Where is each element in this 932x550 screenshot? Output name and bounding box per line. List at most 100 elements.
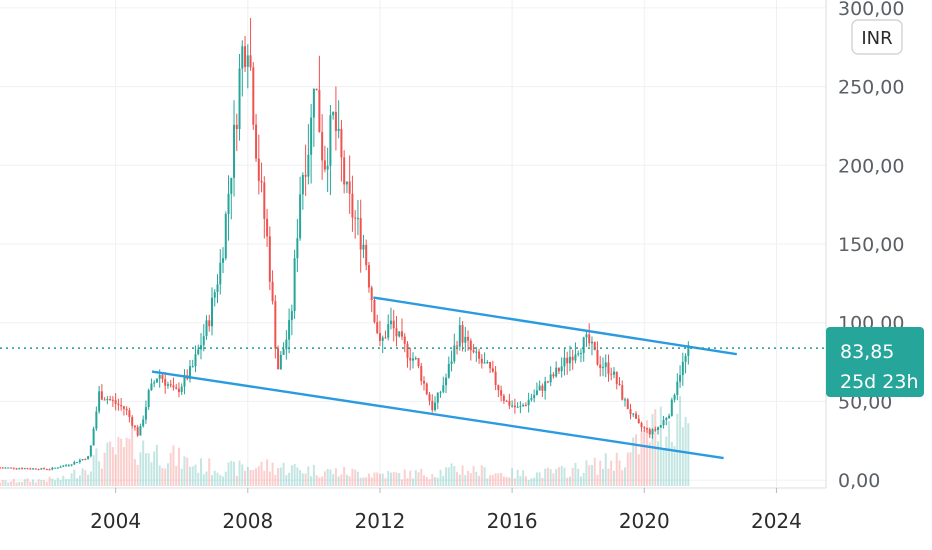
volume-bar [577, 468, 580, 486]
volume-bar [310, 476, 313, 486]
volume-bar [436, 477, 439, 486]
candle-body [51, 467, 54, 470]
candle-body [230, 177, 233, 194]
candle-body [574, 354, 577, 361]
volume-bar [387, 471, 390, 486]
volume-bar [643, 429, 646, 486]
volume-bar [453, 466, 456, 486]
candle-body [43, 468, 46, 470]
candle-body [321, 132, 324, 161]
candle-body [519, 406, 522, 408]
candle-body [120, 405, 123, 407]
volume-bar [199, 458, 202, 486]
currency-label: INR [861, 28, 892, 49]
candle-body [271, 281, 274, 302]
volume-bar [494, 473, 497, 486]
candle-body [109, 399, 112, 401]
candle-body [62, 465, 65, 467]
candle-body [158, 375, 161, 379]
candle-body [299, 194, 302, 239]
y-tick-label: 250,00 [838, 77, 904, 99]
candle-body [139, 426, 142, 436]
volume-bar [186, 457, 189, 486]
x-tick-label: 2020 [619, 509, 670, 533]
candle-body [610, 373, 613, 375]
candle-body [318, 89, 321, 133]
candle-body [445, 377, 448, 386]
x-tick-label: 2016 [487, 509, 538, 533]
volume-bar [296, 467, 299, 486]
candle-body [345, 181, 348, 185]
volume-bar [76, 478, 79, 486]
candle-body [252, 67, 255, 125]
volume-bar [417, 472, 420, 486]
volume-bar [180, 468, 183, 486]
volume-bar [263, 470, 266, 486]
volume-bar [166, 463, 169, 486]
volume-bar [610, 460, 613, 486]
volume-bar [332, 474, 335, 486]
volume-bar [169, 452, 172, 486]
candle-body [144, 407, 147, 420]
trendlines[interactable] [151, 296, 737, 460]
candle-body [472, 350, 475, 353]
currency-badge[interactable]: INR [851, 19, 903, 55]
x-tick-label: 2012 [355, 509, 406, 533]
candle-body [169, 384, 172, 386]
candle-body [577, 353, 580, 355]
candle-body [260, 180, 263, 183]
candle-body [268, 236, 271, 282]
volume-bar [208, 458, 211, 486]
volume-bar [54, 480, 57, 486]
candle-body [461, 325, 464, 343]
volume-bar [395, 472, 398, 486]
volume-bar [618, 460, 621, 486]
volume-bar [197, 472, 200, 486]
candle-body [45, 469, 48, 471]
volume-bar [651, 414, 654, 486]
candle-body [255, 124, 258, 159]
volume-bar [552, 473, 555, 486]
volume-bar [213, 470, 216, 486]
x-tick-label: 2004 [90, 509, 141, 533]
volume-bar [340, 474, 343, 486]
candle-body [489, 361, 492, 369]
volume-bar [323, 471, 326, 486]
trendline[interactable] [151, 370, 724, 460]
candle-body [1, 467, 4, 469]
candle-body [590, 341, 593, 344]
candle-body [571, 356, 574, 361]
candle-body [544, 381, 547, 391]
candle-body [657, 427, 660, 430]
candle-body [332, 111, 335, 116]
candle-body [673, 395, 676, 400]
candle-body [150, 383, 153, 391]
volume-bar [505, 477, 508, 486]
volume-bar [188, 466, 191, 486]
volume-bar [67, 479, 70, 486]
volume-bar [646, 420, 649, 486]
volume-bar [26, 478, 29, 486]
time-axis[interactable]: 2004 2008 2012 2016 2020 2024 [90, 488, 802, 533]
candle-body [161, 375, 164, 380]
candle-body [323, 160, 326, 170]
candle-body [188, 366, 191, 380]
candle-body [621, 385, 624, 400]
volume-bar [665, 436, 668, 486]
candle-body [40, 468, 43, 470]
volume-bar [128, 438, 131, 486]
volume-bar [535, 472, 538, 486]
candle-body [417, 358, 420, 367]
last-price-label: 83,85 [840, 341, 894, 363]
volume-bar [312, 464, 315, 486]
candle-body [626, 399, 629, 410]
trendline[interactable] [373, 296, 737, 356]
volume-bar [356, 471, 359, 486]
volume-bar [657, 441, 660, 486]
volume-bar [555, 468, 558, 486]
volume-bar [246, 466, 249, 486]
volume-bar [659, 406, 662, 486]
candle-body [266, 218, 269, 237]
